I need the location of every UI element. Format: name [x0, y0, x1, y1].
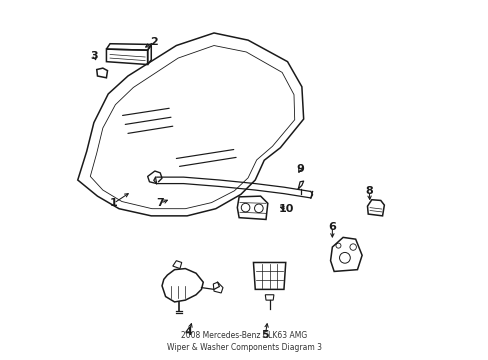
Text: 5: 5	[261, 330, 268, 340]
Text: 4: 4	[184, 327, 192, 337]
Text: 2: 2	[150, 37, 158, 47]
Text: 7: 7	[156, 198, 164, 208]
Text: 1: 1	[109, 198, 117, 208]
Text: 3: 3	[91, 51, 98, 61]
Text: 9: 9	[296, 164, 304, 174]
Text: 6: 6	[328, 222, 336, 231]
Text: 8: 8	[365, 186, 372, 197]
Text: 10: 10	[279, 204, 294, 215]
Text: 2008 Mercedes-Benz CLK63 AMG
Wiper & Washer Components Diagram 3: 2008 Mercedes-Benz CLK63 AMG Wiper & Was…	[167, 331, 321, 352]
